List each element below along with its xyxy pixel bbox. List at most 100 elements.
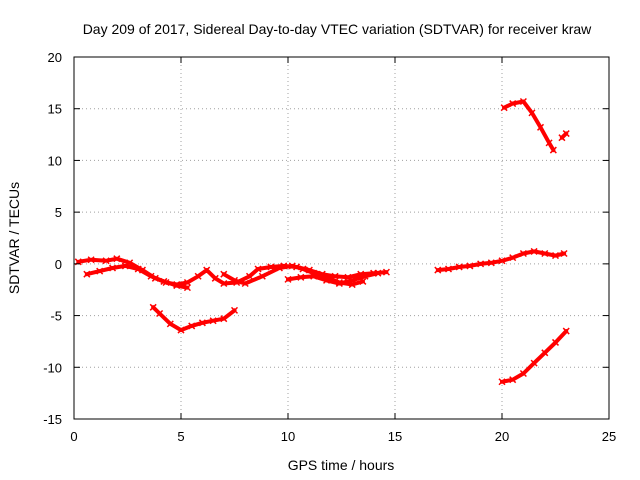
data-point: [284, 275, 292, 283]
data-point: [113, 255, 121, 263]
data-point: [466, 262, 474, 270]
data-point: [288, 262, 296, 270]
data-point: [166, 320, 174, 328]
data-point: [545, 139, 553, 147]
data-point: [149, 303, 157, 311]
series-arc-e: [149, 303, 239, 334]
y-tick-label: 0: [55, 257, 62, 272]
data-point: [487, 259, 495, 267]
data-point: [102, 257, 110, 265]
data-point: [382, 268, 390, 276]
data-point: [509, 376, 517, 384]
data-point: [310, 272, 318, 280]
data-point: [177, 326, 185, 334]
data-point: [220, 315, 228, 323]
data-point: [335, 279, 343, 288]
data-point: [254, 265, 262, 273]
x-tick-label: 20: [495, 429, 509, 444]
data-point: [194, 272, 202, 280]
data-point: [434, 266, 442, 274]
data-point: [297, 273, 305, 281]
y-tick-label: -15: [43, 412, 62, 427]
data-point: [241, 279, 249, 288]
data-point: [275, 264, 283, 272]
data-point: [230, 306, 239, 314]
data-point: [549, 146, 557, 154]
data-point: [541, 249, 549, 258]
series-arc-f: [434, 247, 568, 274]
series-line: [500, 329, 569, 384]
data-point: [211, 274, 219, 282]
data-point: [258, 272, 266, 280]
data-point: [562, 327, 570, 335]
data-point: [173, 282, 181, 290]
chart-title: Day 209 of 2017, Sidereal Day-to-day VTE…: [83, 21, 592, 37]
data-point: [551, 252, 560, 260]
data-point: [562, 130, 570, 138]
series-arc-d: [284, 269, 382, 288]
data-point: [560, 249, 568, 258]
data-point: [536, 123, 545, 131]
data-point: [230, 276, 239, 284]
data-point: [299, 265, 307, 273]
data-point: [444, 265, 453, 273]
x-tick-label: 5: [177, 429, 184, 444]
data-point: [121, 262, 129, 270]
axis-ticks: 0 5 10 15 20 25 -15 -10 -5 0 5 10 15 20: [43, 50, 616, 444]
series-arc-b: [83, 262, 191, 292]
data-point: [551, 338, 560, 346]
data-point: [519, 249, 527, 258]
y-tick-label: 10: [48, 153, 62, 168]
y-tick-label: 20: [48, 50, 62, 65]
data-point: [519, 97, 527, 106]
data-point: [147, 272, 155, 280]
data-point: [188, 322, 196, 330]
x-axis-label: GPS time / hours: [288, 457, 395, 473]
y-tick-label: 5: [55, 205, 62, 220]
data-point: [509, 100, 517, 108]
data-point: [500, 104, 508, 112]
data-point: [541, 349, 549, 357]
data-point: [509, 254, 517, 262]
data-point: [519, 369, 527, 378]
x-tick-label: 25: [602, 429, 616, 444]
series-line: [286, 271, 380, 286]
data-point: [498, 257, 506, 265]
data-point: [83, 270, 91, 278]
data-point: [183, 278, 191, 287]
data-point: [183, 284, 191, 292]
data-point: [87, 256, 95, 264]
data-point: [160, 277, 168, 285]
data-point: [374, 269, 382, 277]
y-tick-label: 15: [48, 102, 62, 117]
plot-frame: [73, 56, 610, 420]
series-line: [151, 305, 237, 333]
y-axis-label: SDTVAR / TECUs: [6, 182, 22, 294]
data-point: [477, 260, 485, 268]
data-point: [322, 276, 331, 284]
series-arc-i: [558, 130, 570, 142]
data-point: [498, 378, 506, 386]
grid-lines: [74, 57, 609, 419]
data-point: [348, 276, 356, 284]
series-arc-h: [500, 97, 557, 154]
data-point: [108, 264, 117, 272]
x-tick-label: 15: [388, 429, 402, 444]
y-tick-label: -5: [50, 309, 62, 324]
data-point: [203, 266, 211, 274]
data-point: [245, 272, 254, 280]
data-point: [220, 279, 228, 288]
data-marks: [74, 97, 570, 386]
data-point: [528, 109, 536, 117]
data-point: [361, 272, 369, 280]
x-tick-label: 0: [70, 429, 77, 444]
data-point: [530, 247, 538, 255]
data-point: [134, 265, 142, 273]
data-point: [220, 270, 228, 278]
data-point: [96, 267, 104, 275]
series-arc-g: [498, 327, 570, 386]
data-point: [209, 317, 217, 325]
x-tick-label: 10: [281, 429, 295, 444]
data-point: [530, 359, 538, 367]
